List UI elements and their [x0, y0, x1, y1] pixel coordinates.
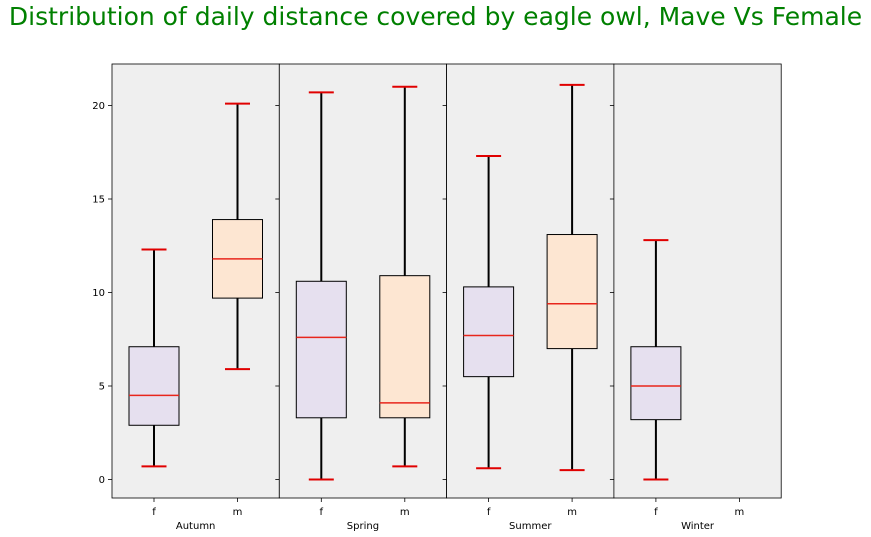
box-f [128, 346, 180, 426]
box-f [463, 286, 515, 378]
y-tick-label: 20 [92, 101, 105, 112]
panel-label: Summer [509, 521, 552, 532]
box-f [295, 280, 347, 419]
y-tick-label: 10 [92, 288, 105, 299]
chart-title: Distribution of daily distance covered b… [8, 2, 863, 31]
x-tick-label: f [487, 507, 491, 518]
y-tick-label: 0 [99, 475, 105, 486]
box-f [630, 346, 682, 421]
x-tick-label: f [654, 507, 658, 518]
x-tick-label: m [567, 507, 577, 518]
x-tick-label: m [400, 507, 410, 518]
y-tick-label: 5 [99, 382, 105, 393]
y-tick-label: 15 [92, 195, 105, 206]
x-tick-label: m [735, 507, 745, 518]
panel-label: Spring [347, 521, 379, 532]
box-m [546, 234, 598, 350]
x-tick-label: f [320, 507, 324, 518]
panel-label: Winter [681, 521, 715, 532]
box-m [379, 275, 431, 419]
panel-label: Autumn [176, 521, 216, 532]
x-tick-label: m [233, 507, 243, 518]
x-tick-label: f [152, 507, 156, 518]
panel-winter [613, 63, 782, 499]
